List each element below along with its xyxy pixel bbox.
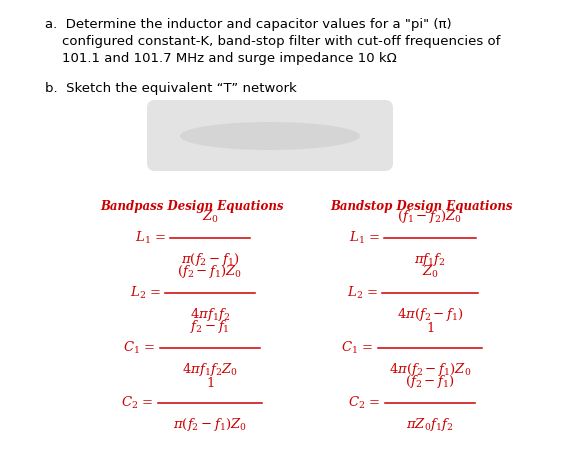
Text: $\pi(f_2-f_1)Z_0$: $\pi(f_2-f_1)Z_0$	[173, 416, 247, 433]
Text: $C_1\,=$: $C_1\,=$	[123, 340, 156, 356]
Text: a.  Determine the inductor and capacitor values for a "pi" (π): a. Determine the inductor and capacitor …	[45, 18, 452, 31]
Text: $4\pi f_1 f_2$: $4\pi f_1 f_2$	[190, 306, 230, 323]
Ellipse shape	[180, 122, 360, 150]
Text: 101.1 and 101.7 MHz and surge impedance 10 kΩ: 101.1 and 101.7 MHz and surge impedance …	[45, 52, 397, 65]
Text: $\pi Z_0 f_1 f_2$: $\pi Z_0 f_1 f_2$	[406, 416, 454, 433]
Text: $f_2-f_1$: $f_2-f_1$	[190, 318, 230, 335]
Text: $\pi f_1 f_2$: $\pi f_1 f_2$	[414, 251, 446, 268]
Text: $Z_0$: $Z_0$	[201, 209, 218, 225]
Text: $Z_0$: $Z_0$	[421, 264, 438, 280]
Text: $1$: $1$	[426, 321, 434, 335]
Text: $1$: $1$	[206, 376, 214, 390]
FancyBboxPatch shape	[147, 100, 393, 171]
Text: $C_1\,=$: $C_1\,=$	[342, 340, 374, 356]
Text: $C_2\,=$: $C_2\,=$	[349, 395, 381, 411]
Text: $4\pi(f_2-f_1)Z_0$: $4\pi(f_2-f_1)Z_0$	[389, 361, 471, 378]
Text: $(f_1-f_2)Z_0$: $(f_1-f_2)Z_0$	[398, 208, 463, 225]
Text: $4\pi(f_2-f_1)$: $4\pi(f_2-f_1)$	[396, 306, 463, 323]
Text: $L_2\,=$: $L_2\,=$	[130, 285, 161, 301]
Text: Bandstop Design Equations: Bandstop Design Equations	[330, 200, 513, 213]
Text: $4\pi f_1 f_2 Z_0$: $4\pi f_1 f_2 Z_0$	[182, 361, 238, 378]
Text: $C_2\,=$: $C_2\,=$	[122, 395, 154, 411]
Text: Bandpass Design Equations: Bandpass Design Equations	[100, 200, 283, 213]
Text: b.  Sketch the equivalent “T” network: b. Sketch the equivalent “T” network	[45, 82, 297, 95]
Text: $(f_2-f_1)Z_0$: $(f_2-f_1)Z_0$	[178, 263, 243, 280]
Text: $L_2\,=$: $L_2\,=$	[346, 285, 378, 301]
Text: $\pi(f_2-f_1)$: $\pi(f_2-f_1)$	[181, 251, 239, 268]
Text: $L_1\,=$: $L_1\,=$	[134, 230, 166, 246]
Text: $(f_2-f_1)$: $(f_2-f_1)$	[405, 373, 455, 390]
Text: $L_1\,=$: $L_1\,=$	[349, 230, 380, 246]
Text: configured constant-K, band-stop filter with cut-off frequencies of: configured constant-K, band-stop filter …	[45, 35, 501, 48]
